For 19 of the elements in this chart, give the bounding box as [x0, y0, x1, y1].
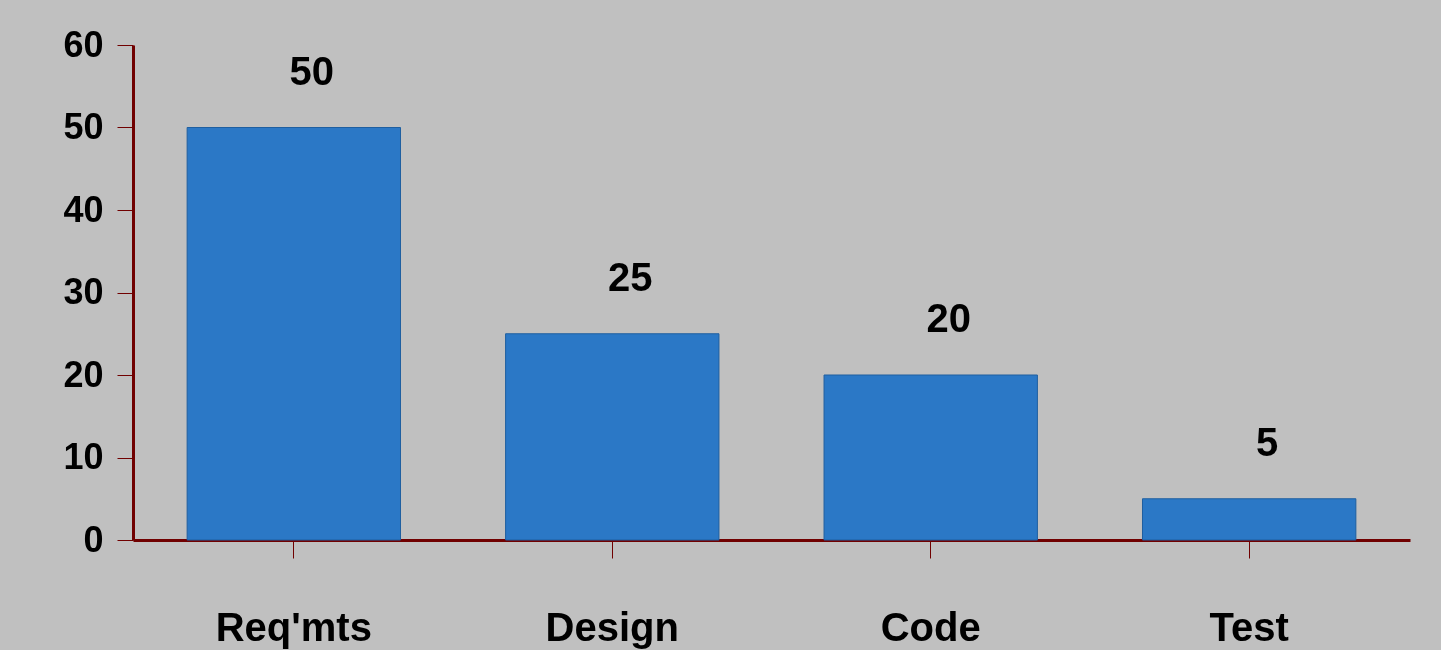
data-label: 20: [926, 296, 971, 340]
x-tick-label: Req'mts: [215, 604, 372, 649]
y-tick-label: 50: [63, 106, 104, 147]
x-tick-label: Test: [1209, 604, 1289, 649]
y-tick-label: 20: [63, 353, 104, 395]
y-tick-label: 0: [83, 518, 104, 560]
bar: [505, 333, 720, 541]
x-tick-label: Design: [545, 604, 679, 649]
y-tick-label: 10: [63, 436, 104, 477]
data-label: 50: [289, 48, 335, 93]
bar: [1142, 498, 1357, 541]
bar: [186, 127, 401, 541]
x-tick-label: Code: [880, 604, 981, 649]
data-label: 25: [608, 254, 653, 299]
bar: [823, 374, 1038, 541]
y-tick-label: 40: [63, 188, 104, 230]
y-tick-label: 60: [63, 23, 104, 65]
y-tick-label: 30: [63, 271, 104, 312]
data-label: 5: [1256, 419, 1279, 464]
